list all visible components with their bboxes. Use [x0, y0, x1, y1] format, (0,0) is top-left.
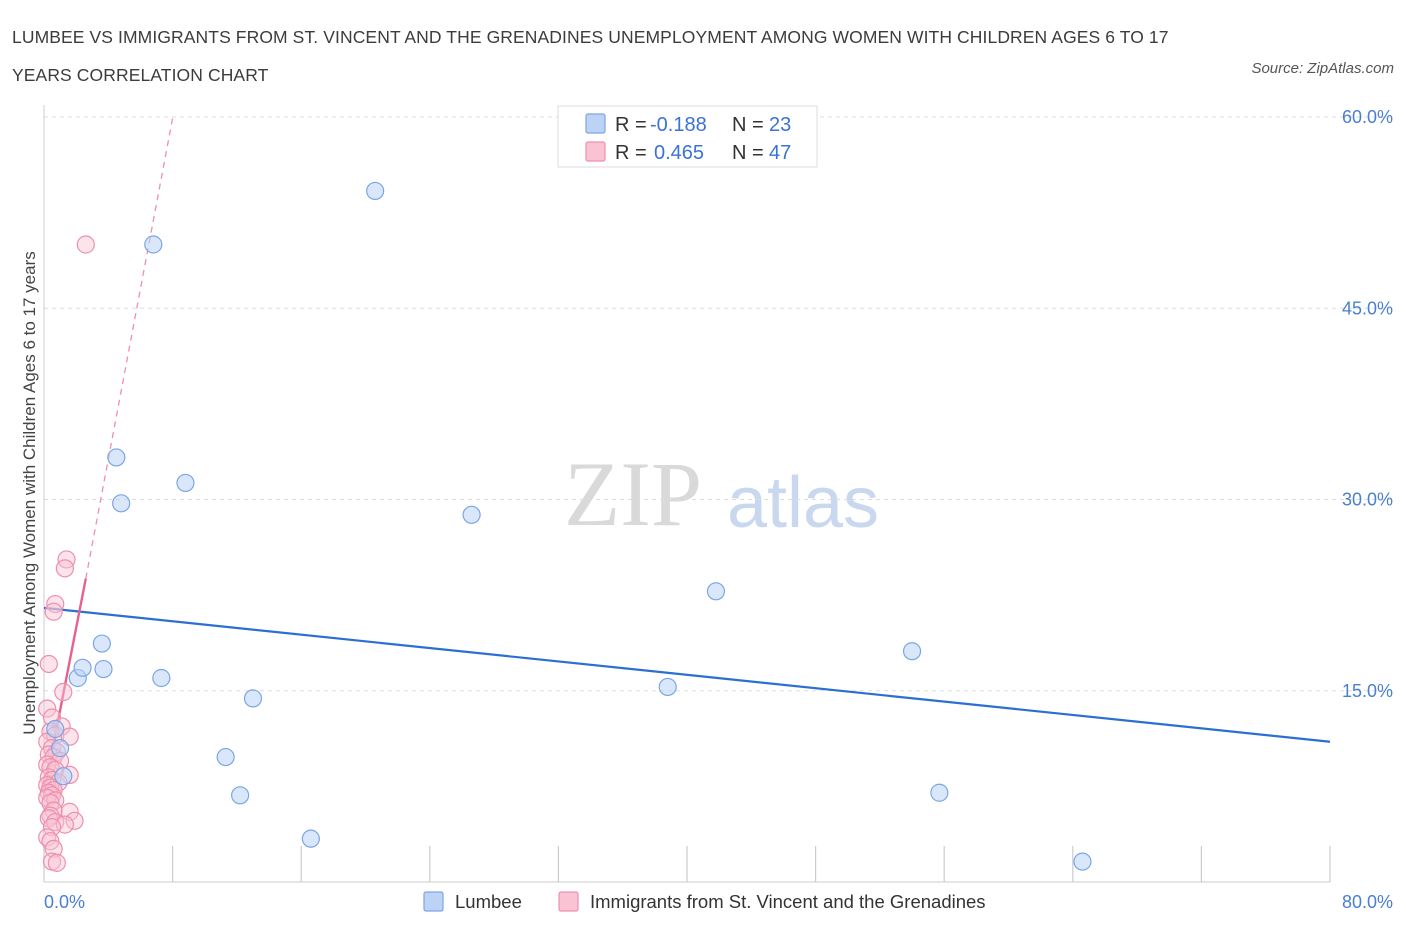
lumbee-point [658, 677, 677, 697]
svg-point [38, 699, 57, 718]
legend-n-value-1: 23 [769, 114, 791, 136]
grid-lines [44, 116, 1392, 692]
lumbee-point [112, 494, 131, 513]
lumbee-point [902, 642, 922, 661]
bottom-legend-lumbee: Lumbee [455, 891, 522, 912]
lumbee-point [50, 739, 70, 758]
svg-point [42, 818, 62, 837]
svg-point [42, 786, 62, 805]
svg-point [44, 602, 63, 621]
lumbee-point [73, 658, 92, 677]
y-tick-label: 45.0% [1342, 298, 1393, 318]
bottom-legend-swatch-lumbee [423, 891, 444, 912]
bottom-legend-swatch-svg [558, 891, 579, 912]
lumbee-point [46, 719, 65, 739]
data-points [38, 181, 1092, 872]
bottom-legend: Lumbee Immigrants from St. Vincent and t… [423, 891, 986, 912]
watermark-atlas: atlas [727, 463, 879, 543]
svg-point [54, 682, 73, 702]
svg-point [47, 853, 66, 872]
svg-point [46, 594, 65, 614]
legend-r-label-2: R = [615, 142, 647, 164]
legend-r-value-2: 0.465 [654, 142, 704, 164]
legend-n-value-2: 47 [769, 142, 791, 164]
axes: 15.0% 30.0% 45.0% 60.0% [43, 105, 1393, 883]
legend-swatch-svg [585, 141, 606, 162]
lumbee-point [1073, 852, 1092, 871]
svg-point [55, 559, 74, 578]
legend-r-value-1: -0.188 [650, 114, 707, 136]
svg-point [39, 654, 58, 674]
legend-n-label-2: N = [732, 142, 764, 164]
svg-point [76, 235, 95, 254]
source-label: Source: ZipAtlas.com [1251, 60, 1394, 77]
lumbee-point [930, 783, 949, 802]
y-tick-label: 60.0% [1342, 107, 1393, 127]
lumbee-point [94, 659, 113, 679]
watermark-zip: ZIP [564, 443, 702, 545]
lumbee-point [176, 473, 195, 493]
y-axis-label: Unemployment Among Women with Children A… [20, 251, 39, 735]
lumbee-point [54, 767, 73, 786]
legend-r-label-1: R = [615, 114, 647, 136]
lumbee-point [243, 689, 263, 708]
y-tick-label: 15.0% [1342, 681, 1393, 701]
x-tick-min: 0.0% [44, 892, 85, 912]
lumbee-trend-line [43, 606, 1331, 743]
lumbee-point [301, 829, 320, 848]
x-tick-max: 80.0% [1342, 892, 1393, 912]
legend-swatch-lumbee [585, 113, 606, 134]
lumbee-point [231, 786, 250, 805]
y-tick-label: 30.0% [1342, 490, 1393, 510]
lumbee-point [107, 448, 126, 467]
svg-trend-line-dashed [85, 118, 174, 579]
svg-point [65, 811, 84, 830]
lumbee-point [92, 634, 111, 653]
lumbee-point [366, 181, 385, 201]
lumbee-point [216, 747, 235, 767]
legend-n-label-1: N = [732, 114, 764, 136]
bottom-legend-svg: Immigrants from St. Vincent and the Gren… [590, 891, 986, 912]
lumbee-point [462, 505, 481, 524]
chart-title: LUMBEE VS IMMIGRANTS FROM ST. VINCENT AN… [12, 27, 1169, 85]
lumbee-point [152, 668, 171, 688]
legend-box: R = -0.188 N = 23 R = 0.465 N = 47 [557, 105, 818, 168]
lumbee-point [144, 235, 163, 254]
lumbee-point [706, 582, 726, 601]
